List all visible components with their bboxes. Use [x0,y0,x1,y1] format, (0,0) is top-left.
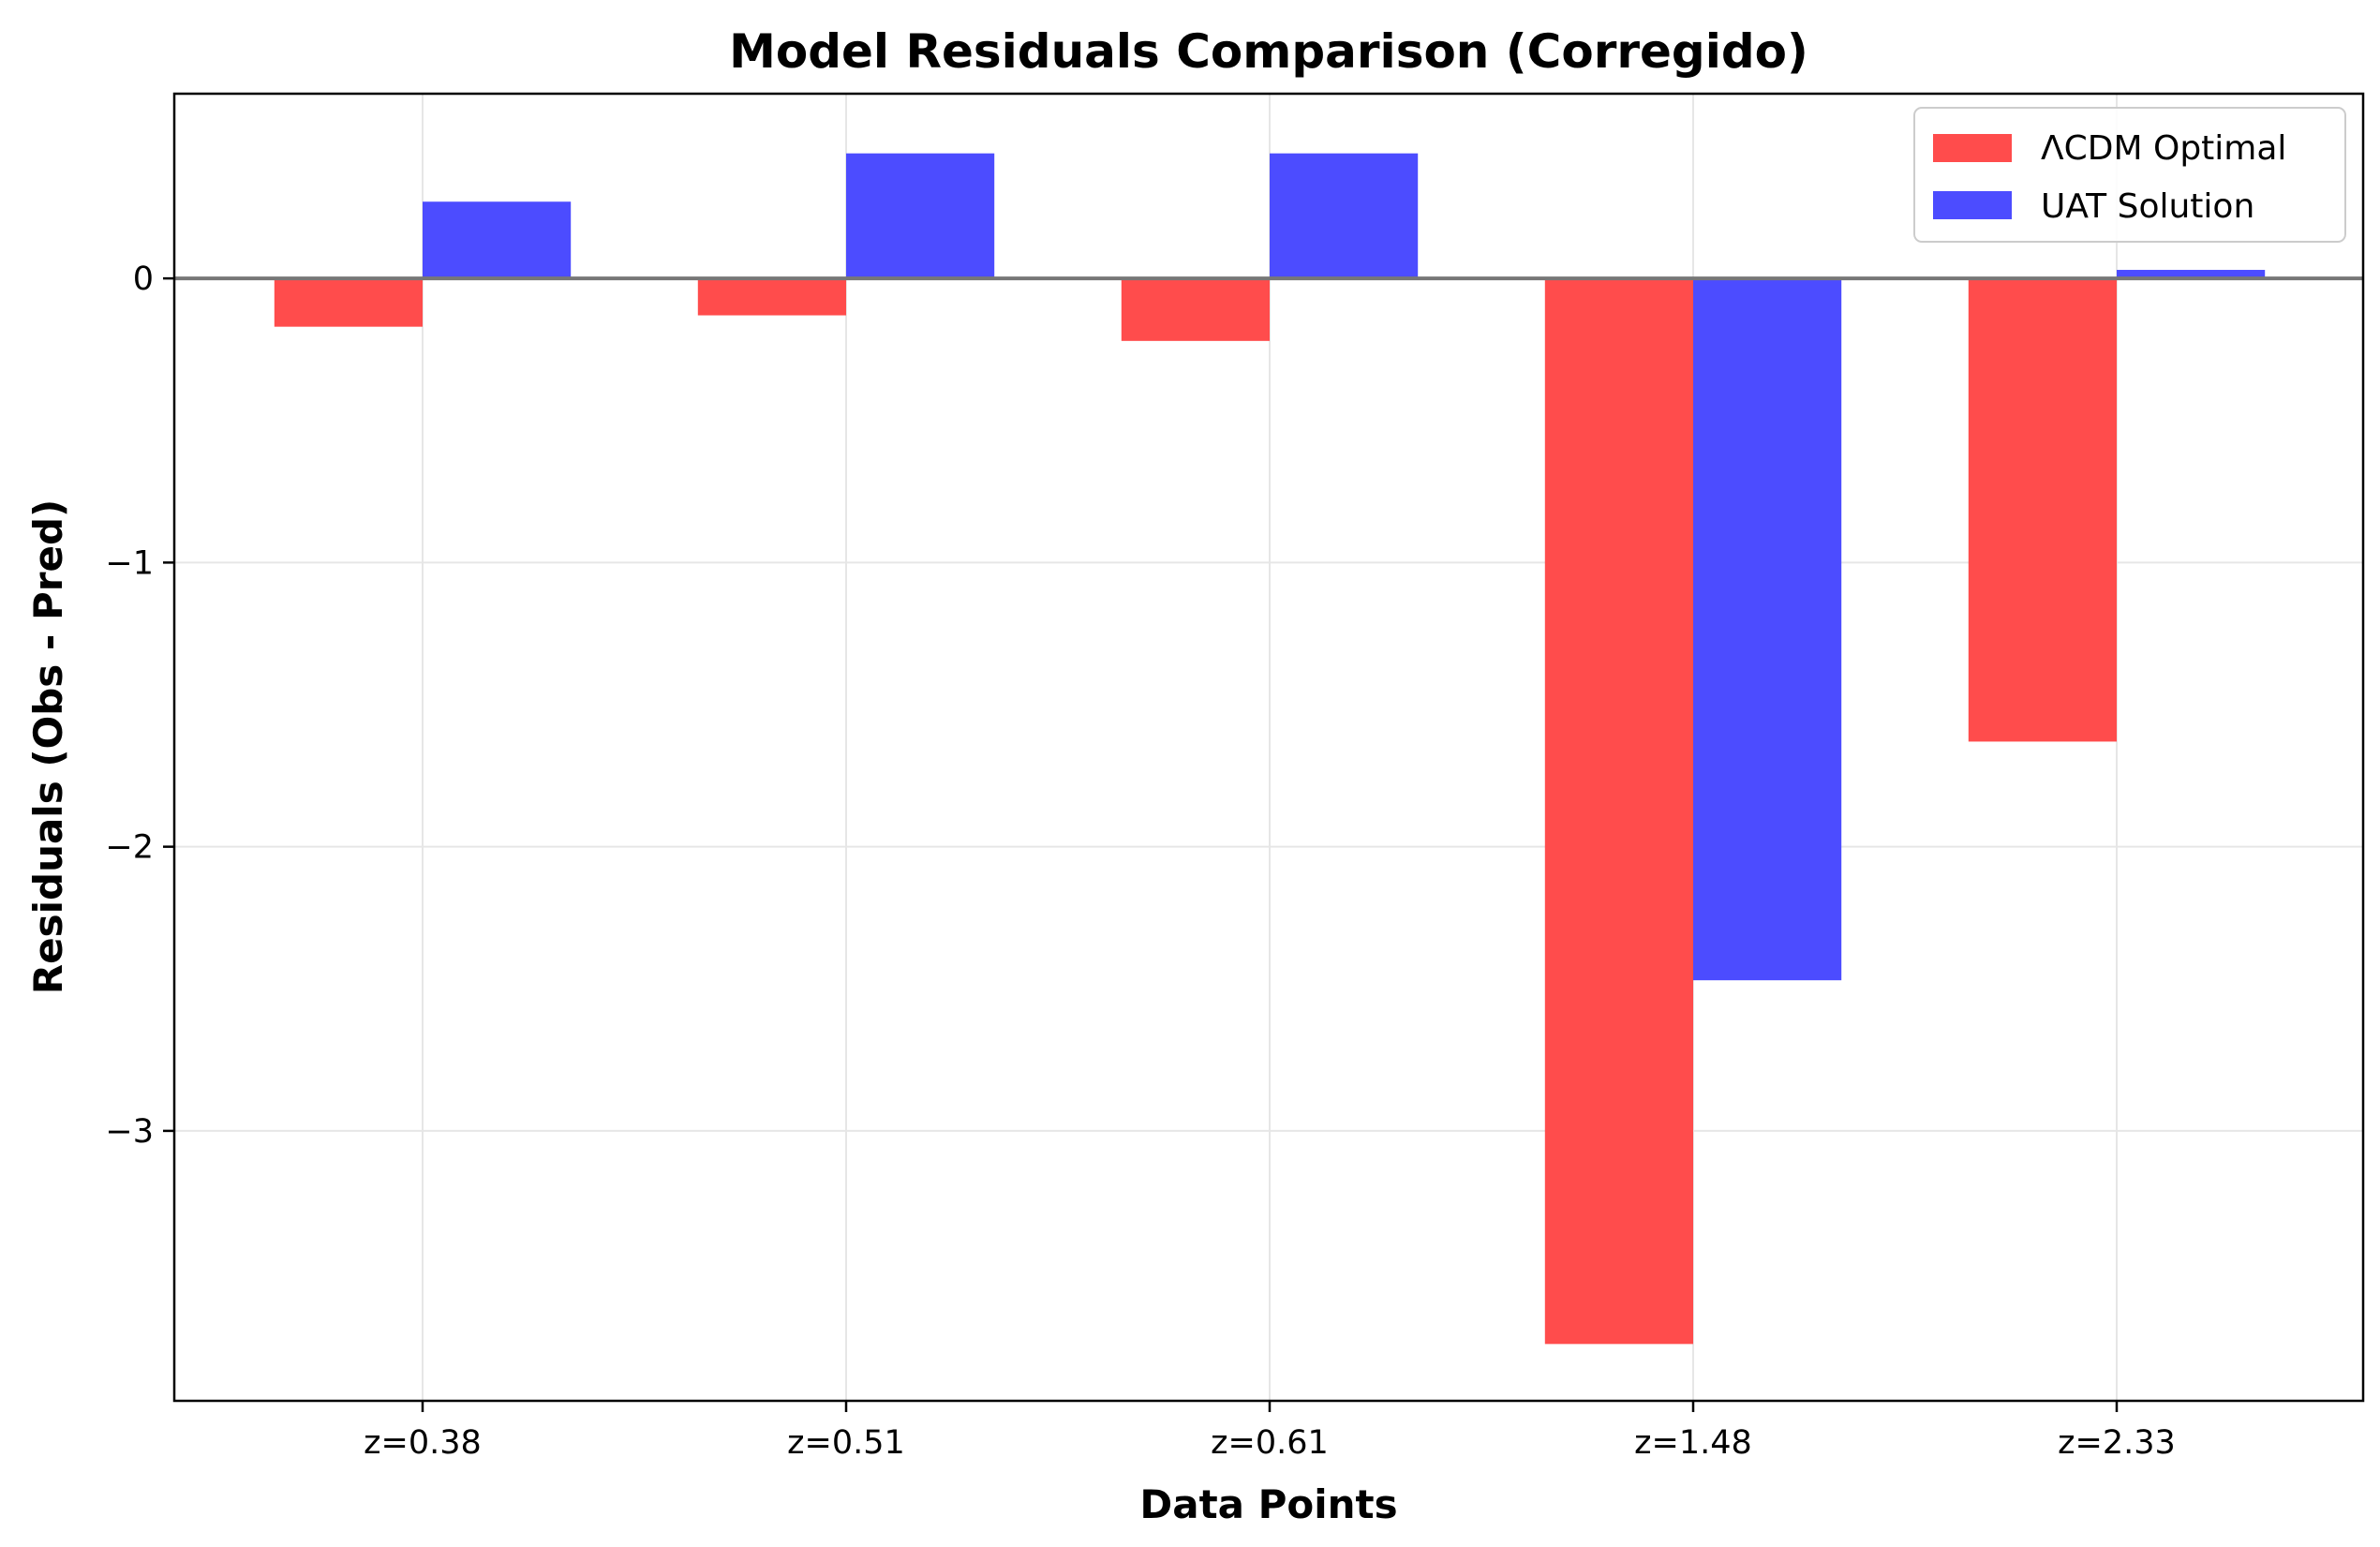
legend-label-uat: UAT Solution [2041,187,2254,226]
bar-uat [1693,278,1842,981]
legend-swatch-lcdm [1933,134,2012,162]
y-tick-label: −2 [105,829,154,867]
legend-swatch-uat [1933,191,2012,219]
x-tick-label: z=1.48 [1634,1424,1752,1462]
bar-uat [1270,153,1419,279]
y-tick-label: −3 [105,1113,154,1151]
x-tick-label: z=2.33 [2058,1424,2176,1462]
bar-uat [846,153,995,279]
bar-lcdm [1121,278,1270,341]
tick-layer: 0 −1 −2 −3 z=0.38 z=0.51 z=0.61 z=1.48 z=2.33 [105,260,2175,1462]
plot-area-frame [172,92,2365,1403]
bar-uat [2117,270,2266,279]
x-tick-label: z=0.61 [1211,1424,1329,1462]
legend-label-lcdm: ΛCDM Optimal [2041,129,2286,168]
x-tick-label: z=0.38 [364,1424,482,1462]
bar-lcdm [274,278,423,327]
bar-lcdm [697,278,846,316]
legend-frame [1913,107,2346,243]
x-tick-label: z=0.51 [787,1424,905,1462]
chart-title: Model Residuals Comparison (Corregido) [729,24,1808,79]
y-tick-label: −1 [105,544,154,582]
bar-uat [423,201,572,279]
y-tick-label: 0 [133,260,154,298]
bar-layer [274,153,2266,1345]
y-axis-label: Residuals (Obs - Pred) [25,499,71,994]
bar-lcdm [1544,278,1693,1345]
x-axis-label: Data Points [1139,1481,1397,1527]
bar-lcdm [1968,278,2117,742]
legend: ΛCDM Optimal UAT Solution [1913,107,2346,243]
